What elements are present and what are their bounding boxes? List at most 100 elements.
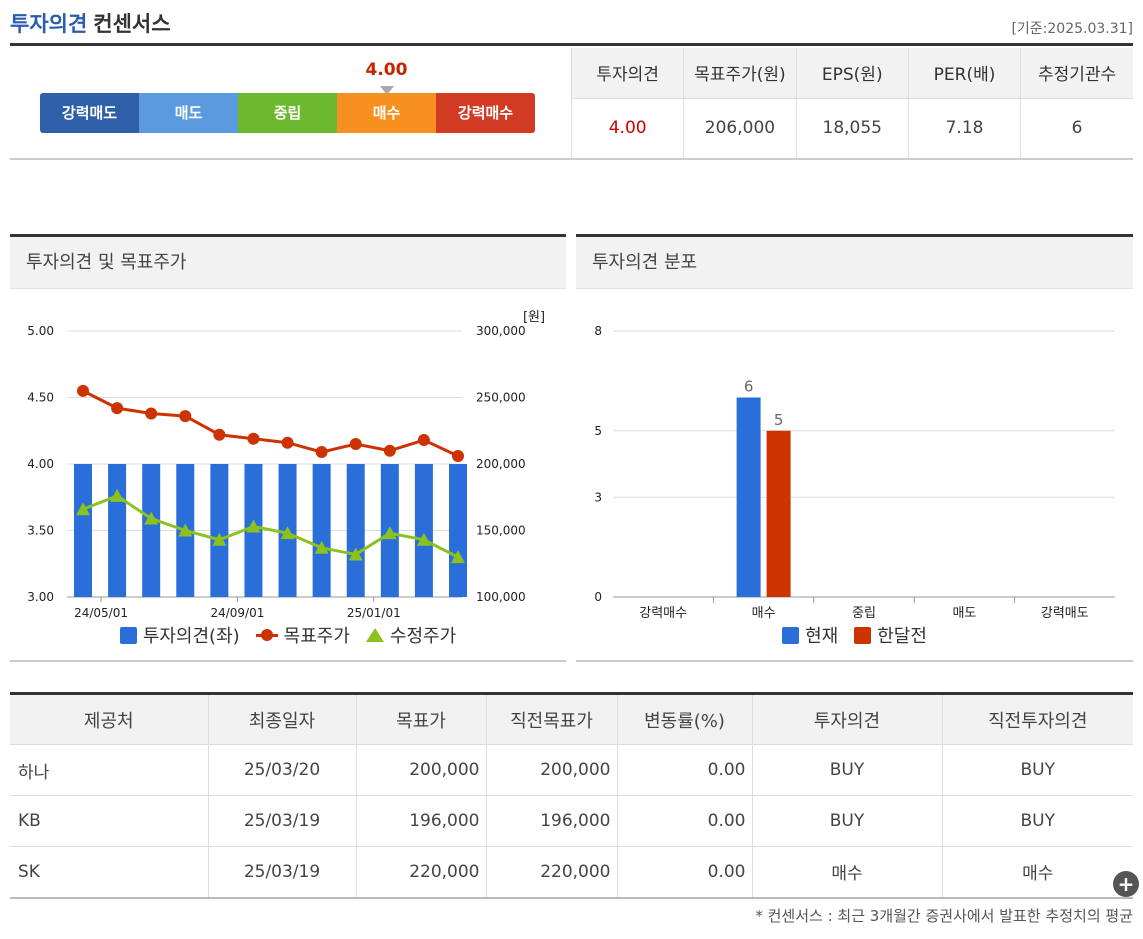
legend-triangle-icon xyxy=(365,628,384,642)
adjusted-price-line xyxy=(82,494,459,559)
target-price-line xyxy=(82,389,459,458)
table-cell: KB xyxy=(10,795,208,847)
consensus-header: 추정기관수 xyxy=(1020,48,1133,99)
target-price-point xyxy=(281,436,294,449)
more-plus-icon[interactable]: + xyxy=(1113,871,1139,897)
table-header: 변동률(%) xyxy=(616,693,752,745)
opinion-bar xyxy=(210,464,229,597)
table-header: 최종일자 xyxy=(207,693,356,745)
adjusted-price-point xyxy=(110,488,125,502)
table-cell: SK xyxy=(10,846,208,899)
consensus-header: PER(배) xyxy=(907,48,1021,99)
gauge-segment: 강력매도 xyxy=(40,93,139,133)
x-tick-label: 중립 xyxy=(852,606,876,621)
table-row: KB 25/03/19 196,000 196,000 0.00 BUY BUY xyxy=(10,795,1133,847)
legend-item: 한달전 xyxy=(854,626,927,647)
opinion-bar xyxy=(449,464,467,597)
target-price-point xyxy=(111,402,124,415)
opinion-gauge: 강력매도 매도 중립 매수 강력매수 xyxy=(40,93,535,133)
target-price-point xyxy=(417,434,430,447)
x-tick-label: 24/05/01 xyxy=(74,606,128,620)
consensus-value: 206,000 xyxy=(683,98,797,158)
table-cell: 196,000 xyxy=(485,795,617,847)
table-cell: 0.00 xyxy=(616,795,752,847)
table-header: 직전목표가 xyxy=(485,693,617,745)
y-right-tick-label: 250,000 xyxy=(476,391,526,405)
legend-square-icon xyxy=(119,627,137,644)
adjusted-price-point xyxy=(382,526,397,540)
opinion-bar xyxy=(108,464,127,597)
page-title-blue: 투자의견 xyxy=(10,12,88,36)
opinion-target-price-panel: 투자의견 및 목표주가 [원] 3.00 3.50 4.00 4.50 5.00 100,0… xyxy=(10,234,566,662)
opinion-bar xyxy=(312,464,331,597)
y-left-tick-label: 4.00 xyxy=(27,457,54,471)
axis-unit: [원] xyxy=(523,310,545,325)
target-price-point xyxy=(315,446,328,459)
legend-label: 목표주가 xyxy=(283,626,350,647)
adjusted-price-point xyxy=(76,502,90,516)
legend-square-icon xyxy=(854,627,872,644)
gauge-marker-icon xyxy=(379,86,394,95)
table-cell: 매수 xyxy=(941,846,1133,899)
gauge-segment: 중립 xyxy=(238,93,337,133)
consensus-header: 투자의견 xyxy=(570,48,684,99)
x-tick-label: 매수 xyxy=(752,606,776,621)
x-tick-label: 매도 xyxy=(952,606,976,621)
adjusted-price-point xyxy=(212,532,227,546)
chart-legend: 투자의견(좌) 목표주가 수정주가 xyxy=(10,622,566,648)
y-right-tick-label: 200,000 xyxy=(476,457,526,471)
gauge-segment: 강력매수 xyxy=(436,93,535,133)
reference-date: [기준:2025.03.31] xyxy=(1011,21,1133,37)
distribution-bar xyxy=(736,397,761,597)
distribution-bar xyxy=(766,430,791,597)
consensus-value: 4.00 xyxy=(570,98,684,158)
adjusted-price-point xyxy=(144,511,159,525)
table-cell: 200,000 xyxy=(485,744,617,796)
legend-square-icon xyxy=(782,627,800,644)
y-right-tick-label: 300,000 xyxy=(476,324,526,338)
target-price-point xyxy=(179,410,192,423)
table-cell: 0.00 xyxy=(616,744,752,796)
y-tick-label: 0 xyxy=(594,590,602,604)
y-right-tick-label: 150,000 xyxy=(476,524,526,538)
consensus-value: 18,055 xyxy=(795,98,909,158)
table-cell: 25/03/20 xyxy=(207,744,356,796)
table-cell: BUY xyxy=(941,795,1133,847)
table-cell: 25/03/19 xyxy=(207,846,356,899)
consensus-value: 7.18 xyxy=(907,98,1021,158)
target-price-point xyxy=(77,384,89,397)
legend-label: 투자의견(좌) xyxy=(142,626,240,647)
table-cell: 220,000 xyxy=(485,846,617,899)
target-price-point xyxy=(213,428,226,441)
table-header: 직전투자의견 xyxy=(941,693,1133,745)
adjusted-price-point xyxy=(246,519,261,533)
table-cell: 200,000 xyxy=(355,744,486,796)
opinion-bar xyxy=(74,464,92,597)
y-tick-label: 8 xyxy=(594,324,602,338)
legend-item: 현재 xyxy=(782,626,838,647)
x-tick-label: 25/01/01 xyxy=(347,606,401,620)
table-row: 하나 25/03/20 200,000 200,000 0.00 BUY BUY xyxy=(10,744,1133,796)
legend-label: 한달전 xyxy=(877,626,927,647)
y-tick-label: 5 xyxy=(594,424,602,438)
legend-item: 투자의견(좌) xyxy=(119,626,240,647)
legend-item: 수정주가 xyxy=(365,626,456,647)
page-header: 투자의견 컨센서스 [기준:2025.03.31] xyxy=(10,8,1133,46)
panel-title: 투자의견 및 목표주가 xyxy=(10,237,566,289)
target-price-point xyxy=(247,432,260,445)
table-cell: 하나 xyxy=(10,744,208,796)
target-price-point xyxy=(145,407,158,420)
adjusted-price-point xyxy=(314,540,329,554)
table-cell: 196,000 xyxy=(355,795,486,847)
opinion-distribution-chart: 0 3 5 8 강력매수 매수 6 5 중립 매도 강력매도 xyxy=(594,324,1115,621)
adjusted-price-point xyxy=(451,550,465,564)
adjusted-price-point xyxy=(280,526,295,540)
x-tick-label: 강력매도 xyxy=(1041,606,1089,621)
table-header: 투자의견 xyxy=(751,693,942,745)
adjusted-price-point xyxy=(348,547,363,561)
opinion-target-price-chart: [원] 3.00 3.50 4.00 4.50 5.00 100,000 150,000 200… xyxy=(27,310,545,620)
consensus-header: 목표주가(원) xyxy=(683,48,797,99)
y-tick-label: 3 xyxy=(594,490,602,504)
x-tick-label: 24/09/01 xyxy=(210,606,264,620)
adjusted-price-point xyxy=(178,523,193,537)
